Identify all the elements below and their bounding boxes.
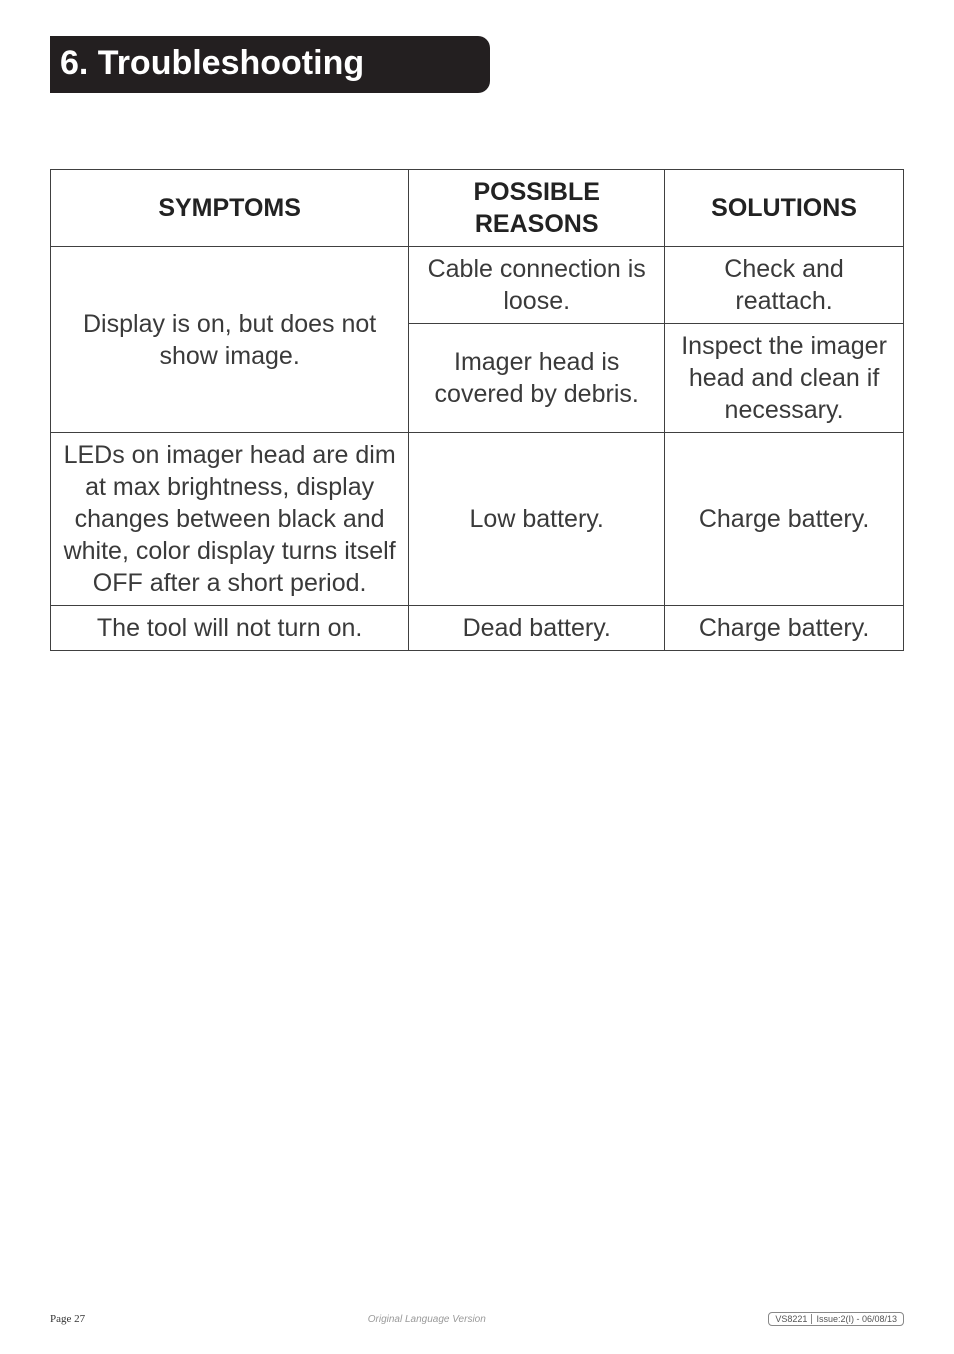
cell-solution: Charge battery. bbox=[665, 433, 904, 606]
page-footer: Page 27 Original Language Version VS8221… bbox=[0, 1312, 954, 1326]
footer-divider bbox=[811, 1314, 812, 1324]
troubleshooting-table: SYMPTOMS POSSIBLE REASONS SOLUTIONS Disp… bbox=[50, 169, 904, 651]
cell-reason: Low battery. bbox=[409, 433, 665, 606]
column-header-reasons: POSSIBLE REASONS bbox=[409, 170, 665, 247]
cell-solution: Charge battery. bbox=[665, 606, 904, 651]
section-heading-bar: 6. Troubleshooting bbox=[50, 36, 490, 93]
table-row: The tool will not turn on. Dead battery.… bbox=[51, 606, 904, 651]
table-row: Display is on, but does not show image. … bbox=[51, 247, 904, 324]
table-header: SYMPTOMS POSSIBLE REASONS SOLUTIONS bbox=[51, 170, 904, 247]
column-header-solutions: SOLUTIONS bbox=[665, 170, 904, 247]
footer-model: VS8221 bbox=[775, 1314, 807, 1324]
footer-issue: Issue:2(I) - 06/08/13 bbox=[816, 1314, 897, 1324]
cell-symptom: The tool will not turn on. bbox=[51, 606, 409, 651]
cell-reason: Cable connection is loose. bbox=[409, 247, 665, 324]
cell-solution: Check and reattach. bbox=[665, 247, 904, 324]
footer-version-box: VS8221 Issue:2(I) - 06/08/13 bbox=[768, 1312, 904, 1326]
section-heading-text: 6. Troubleshooting bbox=[60, 44, 364, 82]
page-container: 6. Troubleshooting SYMPTOMS POSSIBLE REA… bbox=[0, 0, 954, 651]
cell-reason: Dead battery. bbox=[409, 606, 665, 651]
footer-page-number: Page 27 bbox=[50, 1313, 85, 1325]
cell-reason: Imager head is covered by debris. bbox=[409, 324, 665, 433]
cell-symptom: Display is on, but does not show image. bbox=[51, 247, 409, 433]
cell-symptom: LEDs on imager head are dim at max brigh… bbox=[51, 433, 409, 606]
table-body: Display is on, but does not show image. … bbox=[51, 247, 904, 651]
footer-center-text: Original Language Version bbox=[368, 1314, 486, 1325]
column-header-symptoms: SYMPTOMS bbox=[51, 170, 409, 247]
table-row: LEDs on imager head are dim at max brigh… bbox=[51, 433, 904, 606]
cell-solution: Inspect the imager head and clean if nec… bbox=[665, 324, 904, 433]
